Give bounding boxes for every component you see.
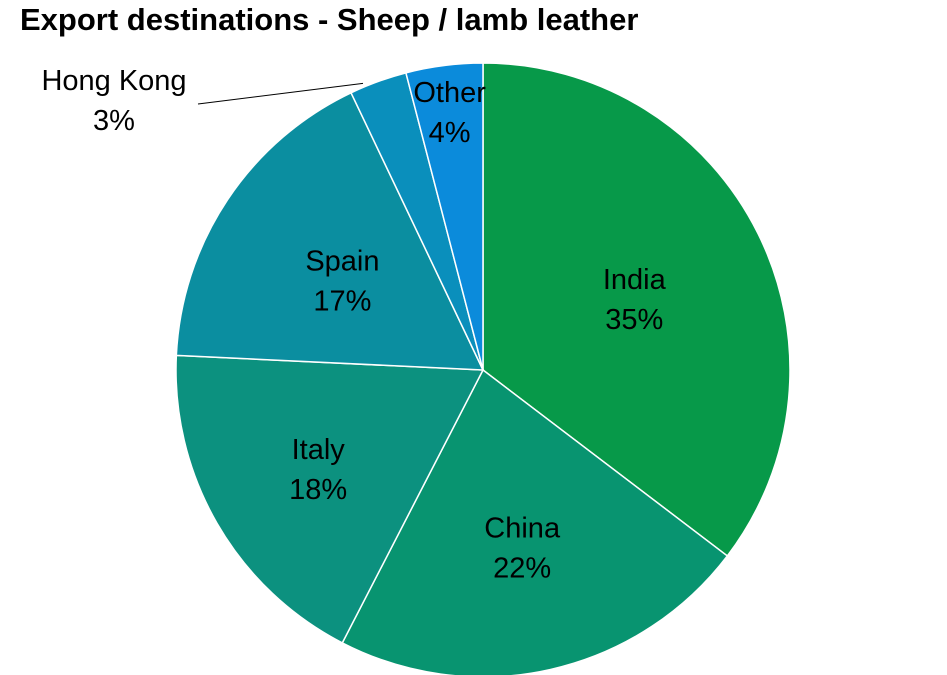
- pie-slice-other: [404, 62, 484, 371]
- slice-label-italy: Italy: [292, 434, 346, 466]
- slice-label-other: Other: [413, 77, 486, 109]
- pie-slice-spain: [175, 91, 485, 371]
- slice-label-spain: Spain: [305, 246, 379, 278]
- chart-title: Export destinations - Sheep / lamb leath…: [20, 2, 639, 37]
- slice-value-china: 22%: [493, 553, 551, 585]
- leader-line-hong-kong: [197, 82, 364, 105]
- slice-label-india: India: [603, 264, 667, 296]
- slice-value-other: 4%: [429, 117, 471, 149]
- pie-slice-italy: [175, 354, 485, 644]
- slice-label-china: China: [484, 513, 561, 545]
- pie-slice-india: [482, 62, 791, 557]
- pie-slice-china: [341, 368, 729, 675]
- slice-value-hong-kong: 3%: [93, 105, 135, 137]
- slice-value-spain: 17%: [313, 286, 371, 318]
- slice-value-italy: 18%: [289, 474, 347, 506]
- slice-value-india: 35%: [605, 304, 663, 336]
- slice-label-hong-kong: Hong Kong: [41, 65, 186, 97]
